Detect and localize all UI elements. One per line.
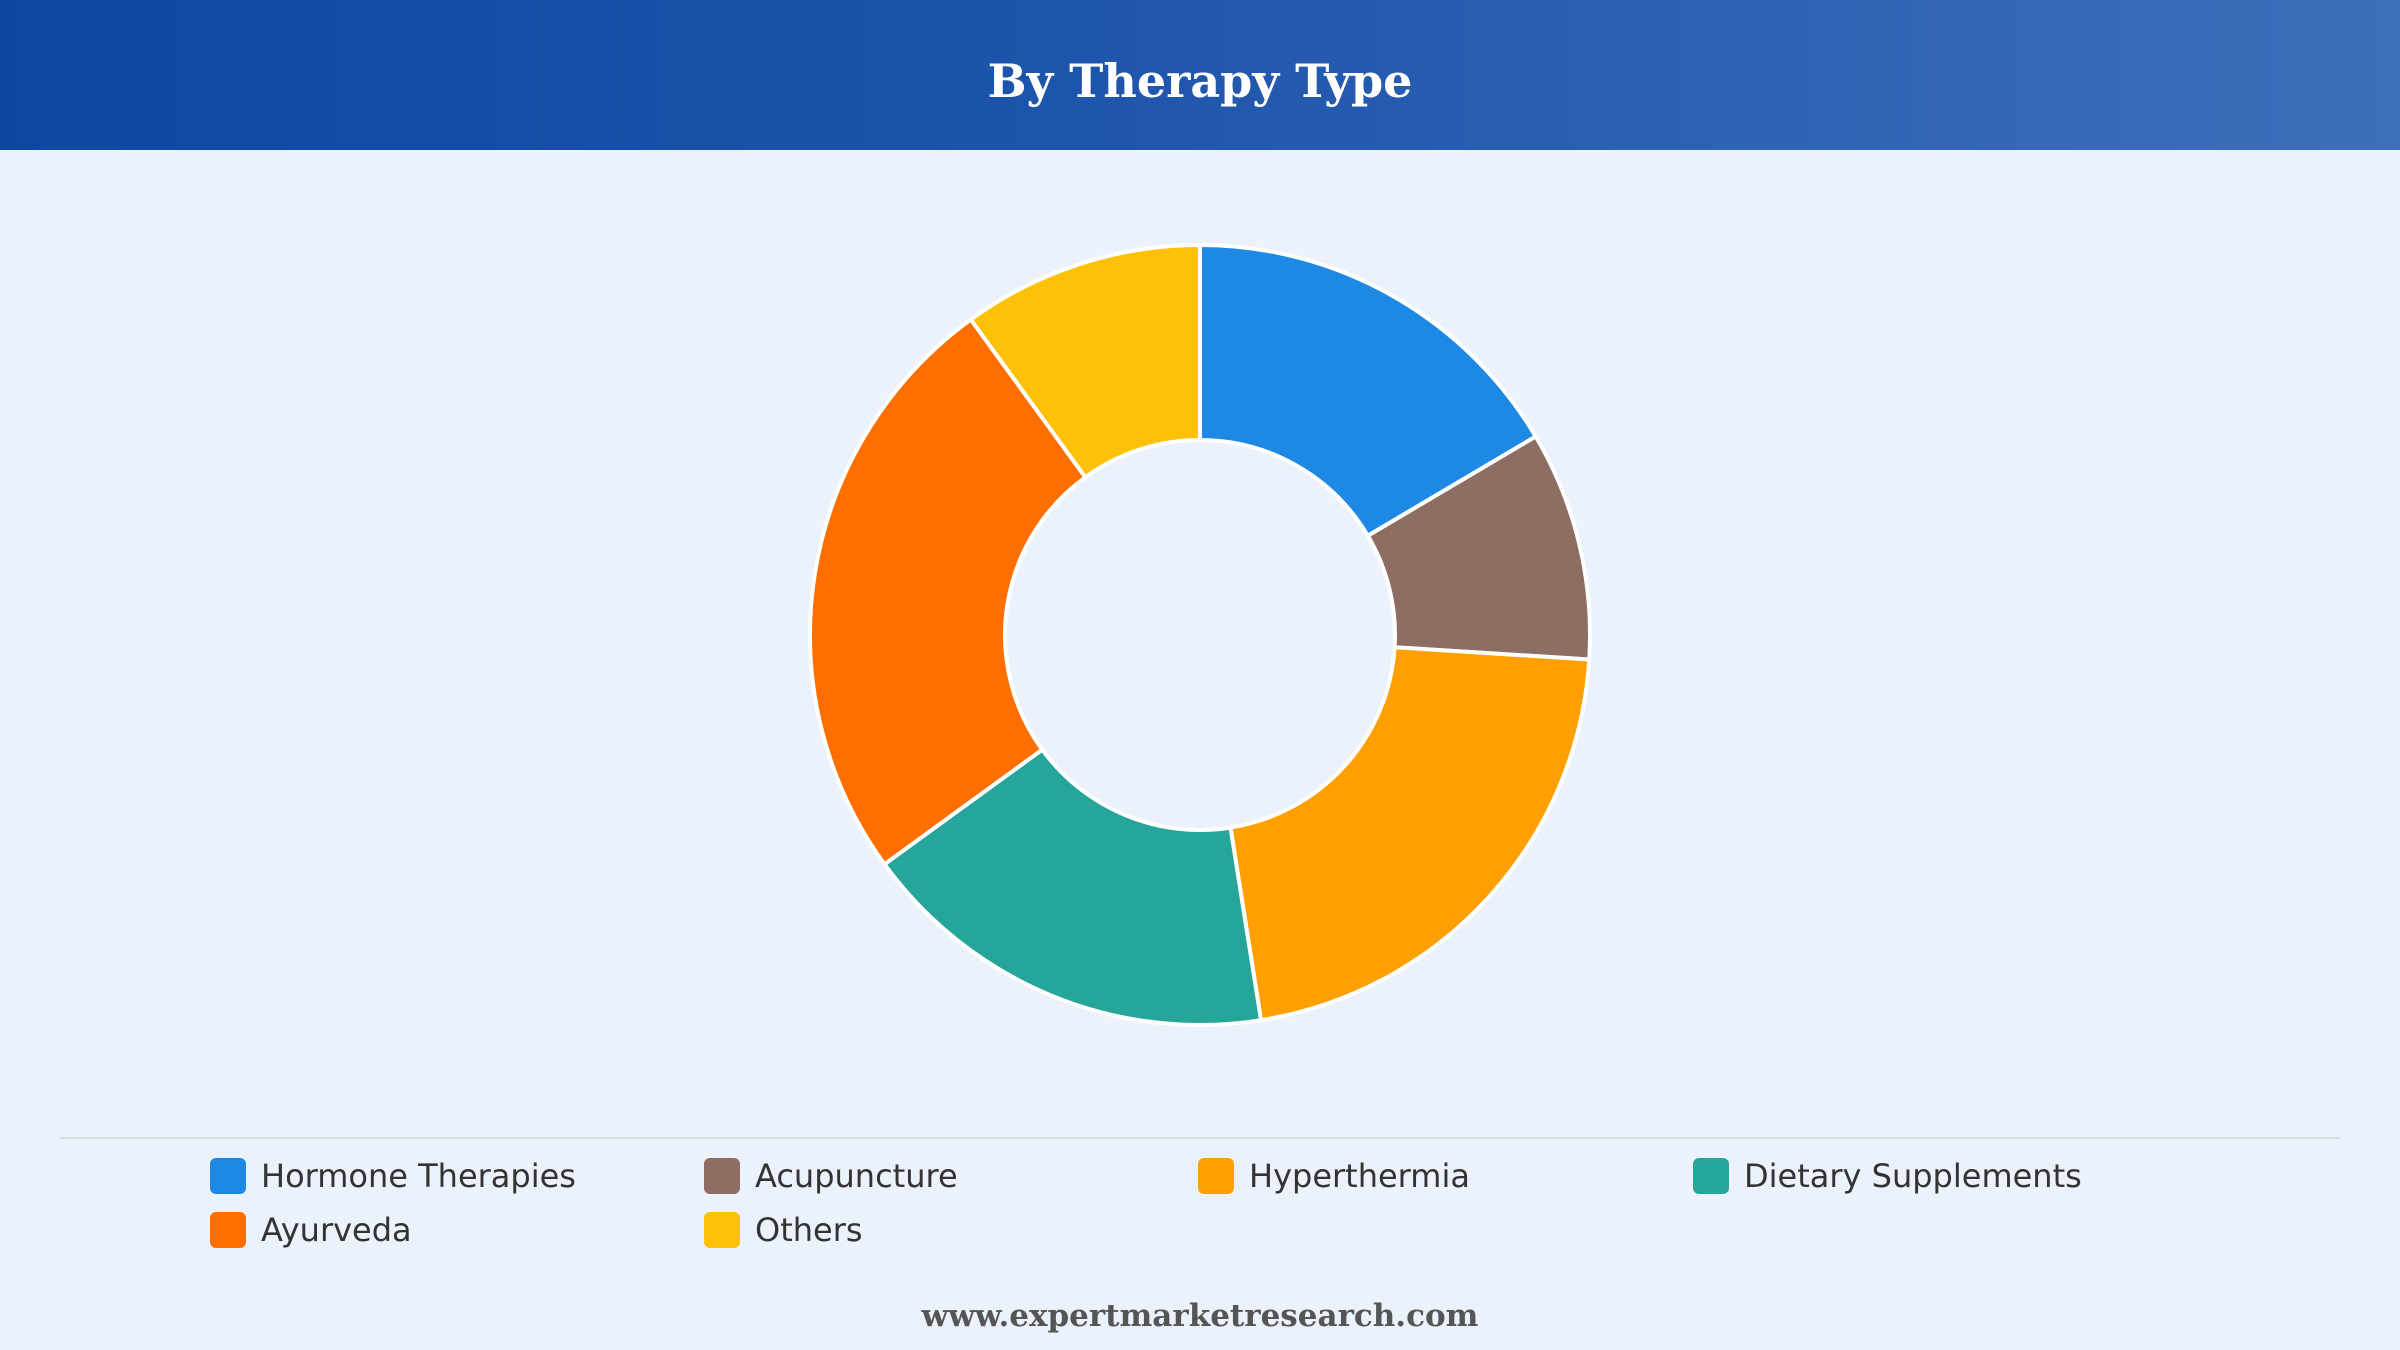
source-footer: www.expertmarketresearch.com	[921, 1298, 1479, 1334]
legend-divider	[60, 1137, 2340, 1139]
slice-dietary-supplements[interactable]	[882, 747, 1264, 1027]
chart-title: By Therapy Type	[987, 54, 1413, 108]
slice-hyperthermia[interactable]	[1228, 645, 1592, 1023]
chart-header: By Therapy Type	[0, 0, 2400, 150]
slice-others[interactable]	[968, 243, 1202, 480]
slice-hormone-therapies[interactable]	[1198, 243, 1538, 538]
slice-ayurveda[interactable]	[808, 317, 1088, 867]
